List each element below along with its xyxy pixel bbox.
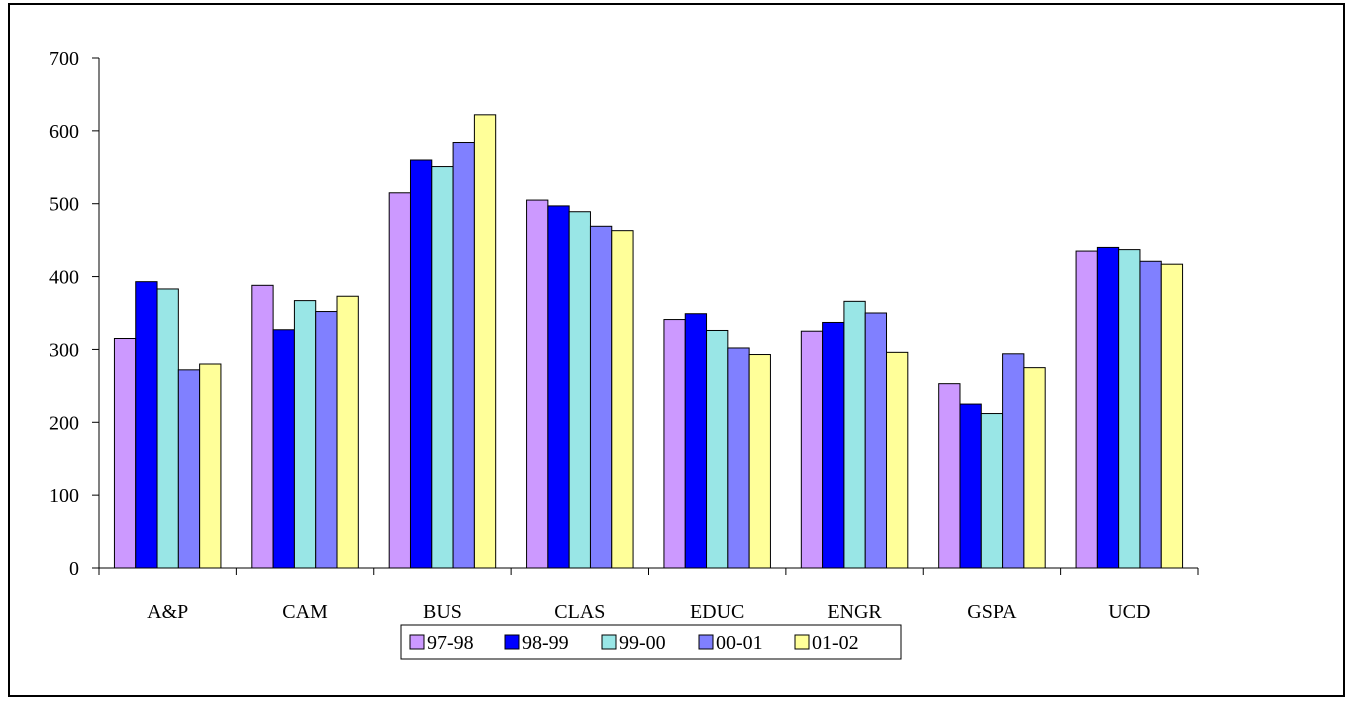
bar-98-99-CAM bbox=[272, 329, 295, 569]
bar-01-02-A&P bbox=[199, 363, 222, 569]
bar-97-98-GSPA bbox=[938, 383, 961, 569]
bar-99-00-GSPA bbox=[980, 413, 1004, 569]
category-label: EDUC bbox=[690, 601, 744, 623]
bar-00-01-EDUC bbox=[727, 347, 750, 569]
bar-01-02-UCD bbox=[1160, 263, 1184, 569]
legend-label: 99-00 bbox=[619, 632, 666, 654]
bar-01-02-GSPA bbox=[1023, 367, 1046, 569]
bar-00-01-GSPA bbox=[1002, 353, 1025, 569]
bar-01-02-CLAS bbox=[611, 230, 634, 569]
bar-97-98-BUS bbox=[388, 192, 411, 569]
category-label: GSPA bbox=[967, 601, 1017, 623]
category-label: CAM bbox=[282, 601, 328, 623]
y-tick-label: 0 bbox=[69, 558, 79, 580]
bar-97-98-UCD bbox=[1075, 250, 1098, 569]
legend-box bbox=[400, 624, 902, 660]
category-label: ENGR bbox=[827, 601, 882, 623]
legend-swatch-99-00 bbox=[601, 634, 617, 650]
bar-99-00-ENGR bbox=[843, 300, 866, 569]
bar-00-01-BUS bbox=[452, 142, 475, 569]
legend-swatch-00-01 bbox=[698, 634, 714, 650]
x-axis: A&P CAM BUS CLAS EDUC ENGR GSPA UCD bbox=[98, 567, 1199, 623]
bar-98-99-ENGR bbox=[822, 321, 845, 569]
bar-97-98-CAM bbox=[251, 284, 274, 569]
bar-97-98-CLAS bbox=[526, 199, 549, 569]
category-label: UCD bbox=[1108, 601, 1150, 623]
legend-label: 97-98 bbox=[427, 632, 474, 654]
y-tick-label: 600 bbox=[49, 121, 79, 143]
category-label: BUS bbox=[423, 601, 462, 623]
y-tick-label: 100 bbox=[49, 485, 79, 507]
bar-01-02-ENGR bbox=[886, 351, 909, 569]
y-tick-label: 700 bbox=[49, 48, 79, 70]
bar-00-01-CAM bbox=[315, 311, 338, 569]
category-label: CLAS bbox=[554, 601, 605, 623]
y-tick-label: 300 bbox=[49, 339, 79, 361]
bar-99-00-EDUC bbox=[706, 329, 729, 569]
legend-swatch-97-98 bbox=[409, 634, 425, 650]
bar-98-99-CLAS bbox=[547, 205, 570, 569]
legend-label: 98-99 bbox=[522, 632, 569, 654]
bar-99-00-CLAS bbox=[568, 211, 591, 569]
legend-swatch-01-02 bbox=[794, 634, 810, 650]
bars bbox=[113, 114, 1184, 569]
bar-01-02-CAM bbox=[336, 295, 359, 569]
bar-99-00-BUS bbox=[431, 166, 454, 569]
bar-01-02-BUS bbox=[473, 114, 497, 569]
y-tick-label: 400 bbox=[49, 267, 79, 289]
bar-98-99-BUS bbox=[409, 159, 433, 569]
bar-01-02-EDUC bbox=[748, 354, 771, 569]
y-tick-label: 500 bbox=[49, 194, 79, 216]
legend-label: 01-02 bbox=[812, 632, 859, 654]
legend: 97-98 98-99 99-00 00-01 01-02 bbox=[400, 624, 902, 660]
bar-98-99-EDUC bbox=[684, 313, 708, 569]
bar-99-00-CAM bbox=[293, 300, 317, 569]
bar-97-98-EDUC bbox=[663, 319, 686, 569]
legend-label: 00-01 bbox=[716, 632, 763, 654]
bar-00-01-CLAS bbox=[589, 225, 613, 569]
bar-98-99-A&P bbox=[135, 281, 158, 569]
bar-00-01-A&P bbox=[177, 369, 201, 569]
bar-97-98-A&P bbox=[113, 338, 137, 569]
bar-99-00-UCD bbox=[1118, 249, 1141, 569]
bar-00-01-ENGR bbox=[864, 312, 888, 569]
bar-98-99-GSPA bbox=[959, 403, 982, 569]
bar-97-98-ENGR bbox=[800, 330, 824, 569]
category-label: A&P bbox=[147, 601, 188, 623]
bar-98-99-UCD bbox=[1096, 246, 1120, 569]
bar-00-01-UCD bbox=[1139, 260, 1162, 569]
y-tick-label: 200 bbox=[49, 412, 79, 434]
bar-99-00-A&P bbox=[156, 288, 179, 569]
y-axis: 0 100 200 300 400 500 600 700 bbox=[49, 48, 100, 580]
legend-swatch-98-99 bbox=[504, 634, 520, 650]
